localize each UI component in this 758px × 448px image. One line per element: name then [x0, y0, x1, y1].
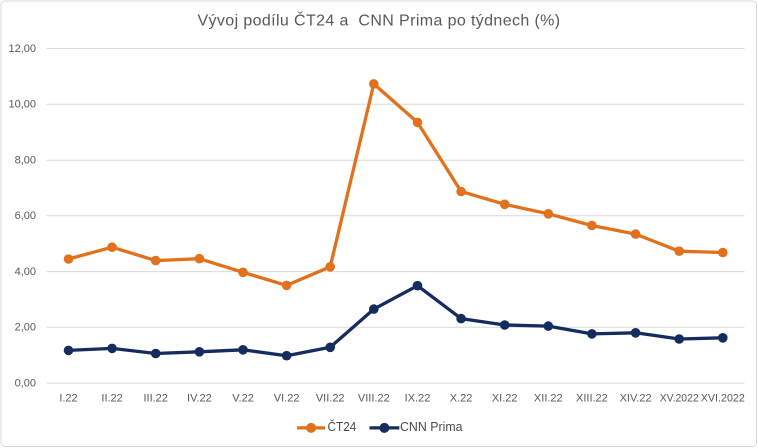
svg-text:VIII.22: VIII.22 [358, 393, 390, 405]
svg-text:10,00: 10,00 [8, 99, 36, 111]
svg-text:6,00: 6,00 [15, 210, 36, 222]
svg-text:III.22: III.22 [143, 393, 167, 405]
svg-text:X.22: X.22 [450, 393, 473, 405]
svg-text:XV.2022: XV.2022 [660, 393, 699, 405]
svg-text:II.22: II.22 [101, 393, 122, 405]
svg-text:VI.22: VI.22 [274, 393, 300, 405]
svg-text:0,00: 0,00 [15, 378, 36, 390]
svg-text:CNN Prima: CNN Prima [400, 419, 463, 434]
svg-text:IV.22: IV.22 [187, 393, 212, 405]
svg-text:XIII.22: XIII.22 [576, 393, 608, 405]
svg-text:4,00: 4,00 [15, 266, 36, 278]
svg-text:XVI.2022: XVI.2022 [701, 393, 745, 405]
svg-text:IX.22: IX.22 [405, 393, 431, 405]
svg-text:12,00: 12,00 [8, 43, 36, 55]
svg-text:8,00: 8,00 [15, 155, 36, 167]
svg-text:V.22: V.22 [232, 393, 254, 405]
svg-text:ČT24: ČT24 [328, 419, 357, 434]
svg-text:Vývoj podílu ČT24 a CNN Prima: Vývoj podílu ČT24 a CNN Prima po týdnech… [197, 10, 560, 29]
svg-text:XIV.22: XIV.22 [620, 393, 652, 405]
svg-text:VII.22: VII.22 [316, 393, 345, 405]
svg-text:XII.22: XII.22 [534, 393, 563, 405]
svg-text:XI.22: XI.22 [492, 393, 518, 405]
svg-text:2,00: 2,00 [15, 322, 36, 334]
svg-text:I.22: I.22 [59, 393, 77, 405]
